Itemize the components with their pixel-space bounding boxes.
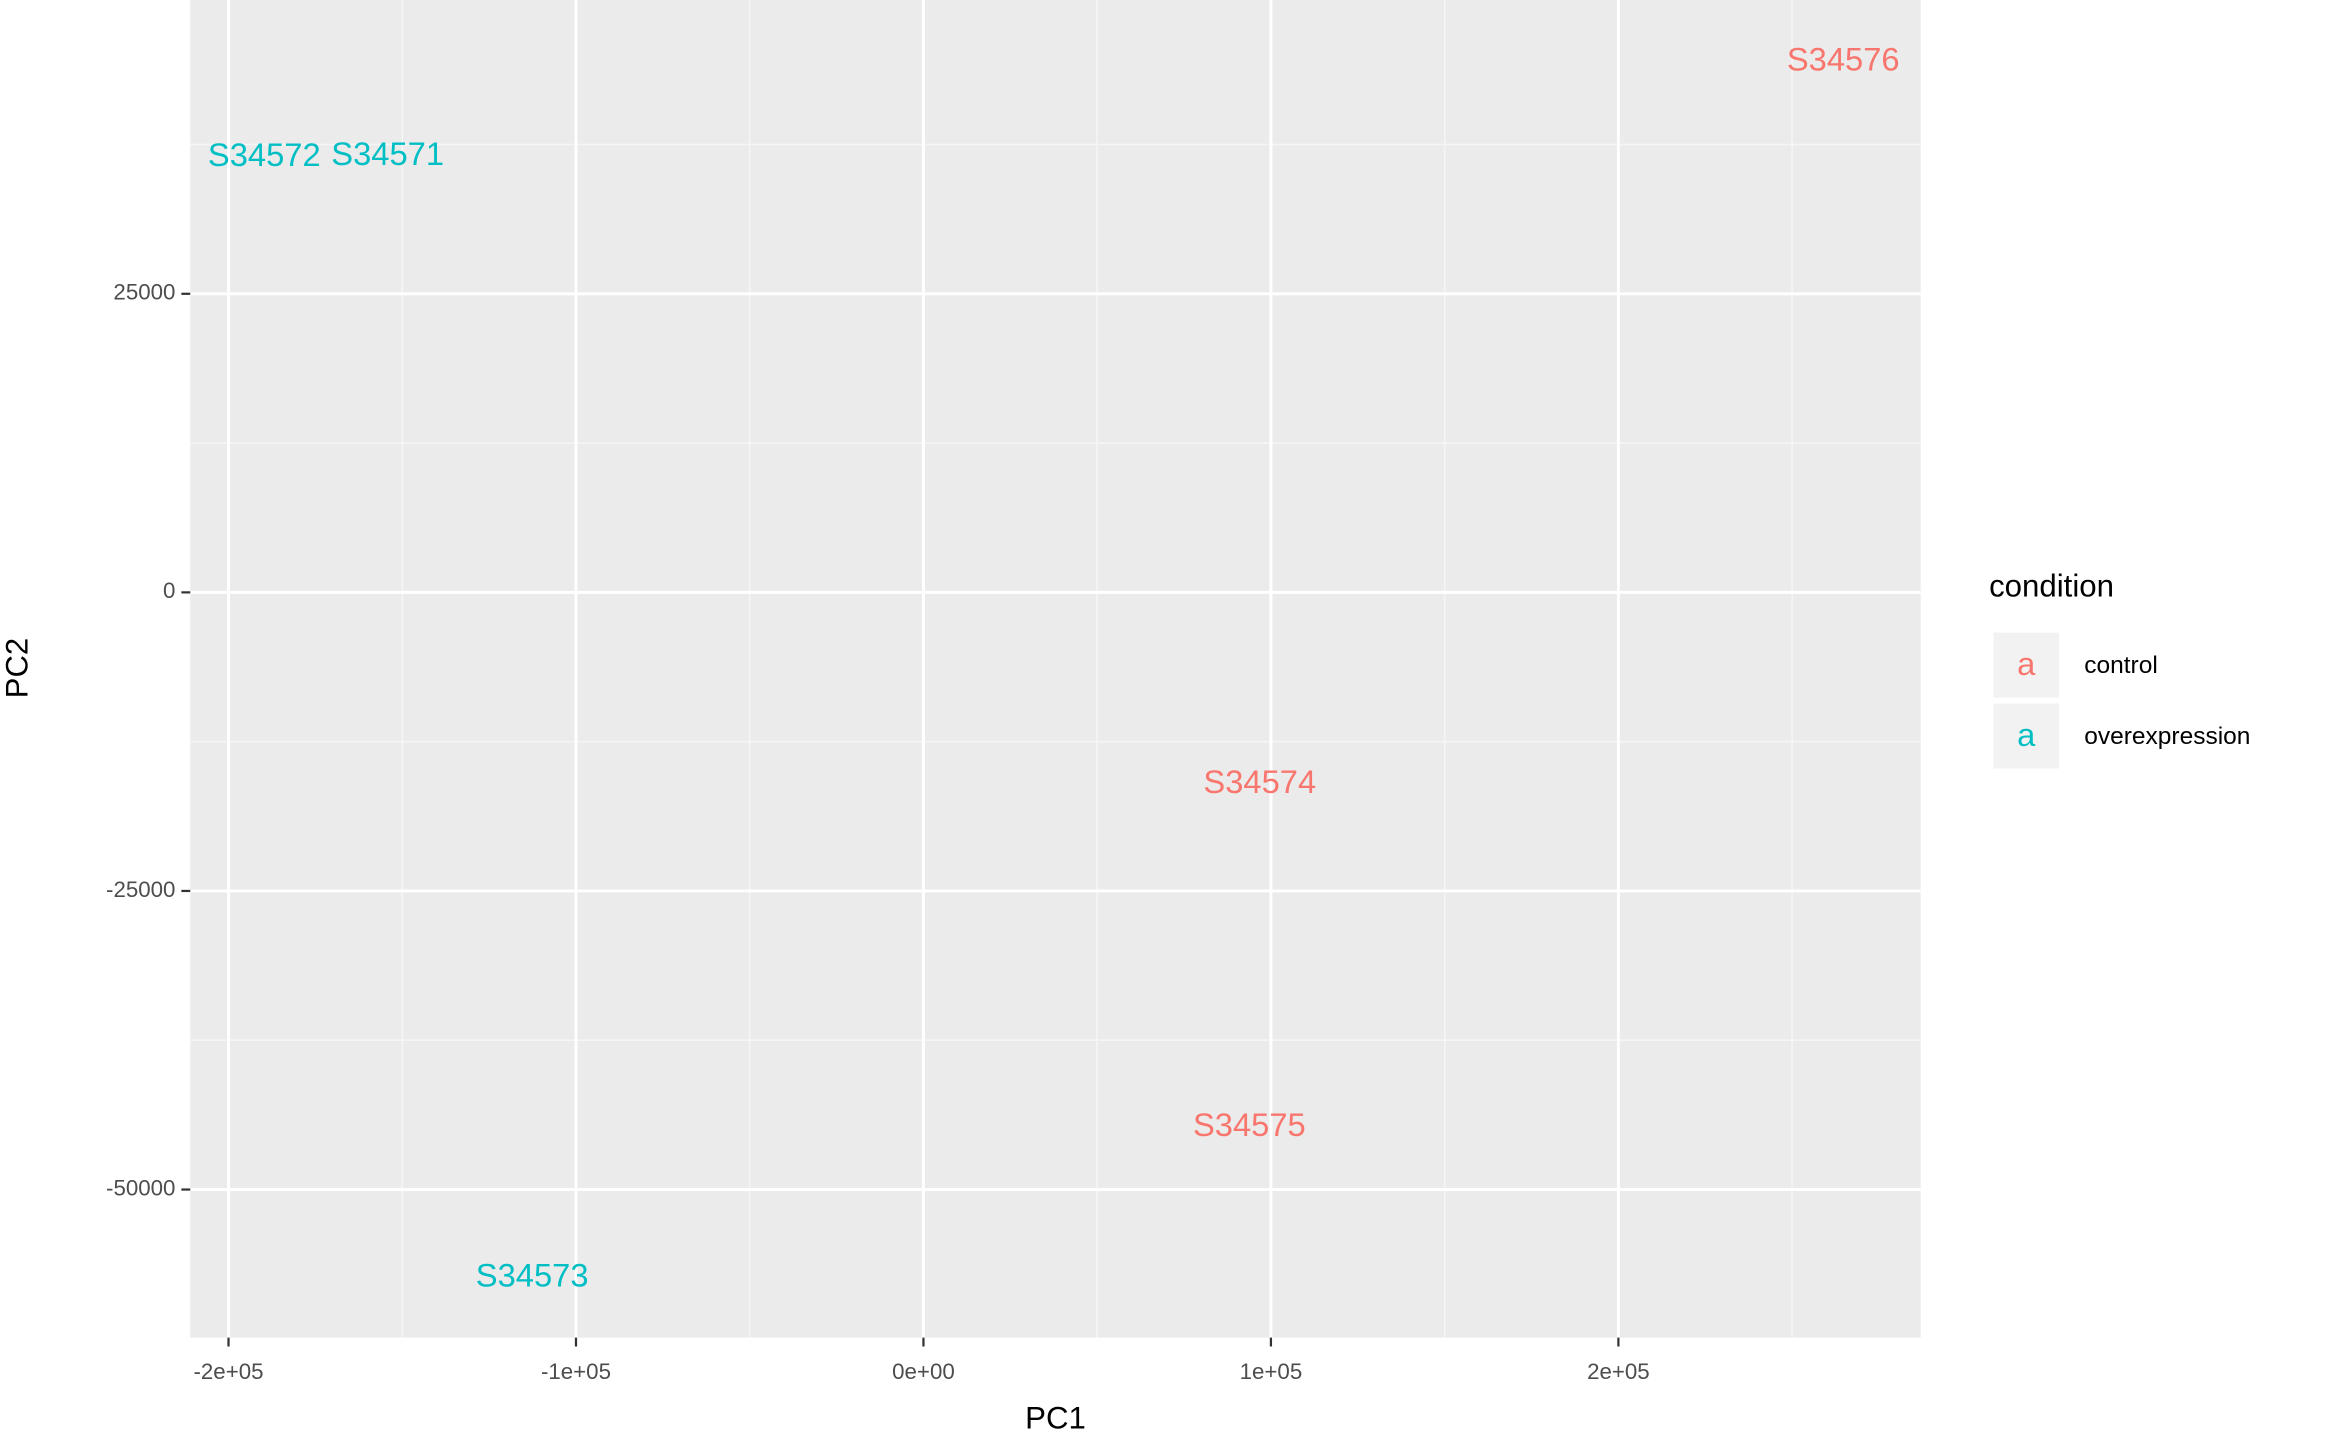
legend-key [1993, 632, 2059, 698]
x-axis-title: PC1 [1025, 1401, 1086, 1436]
legend-title: condition [1989, 569, 2114, 604]
plot-panel [190, 0, 1921, 1338]
point-label: S34571 [331, 135, 444, 172]
major-grid [190, 0, 1921, 1338]
legend-key-glyph: a [2017, 645, 2036, 682]
y-tick-label: -50000 [106, 1175, 175, 1200]
x-tick-label: 2e+05 [1587, 1359, 1650, 1384]
legend-label: control [2084, 652, 2158, 679]
legend-label: overexpression [2084, 723, 2250, 750]
point-label: S34575 [1193, 1106, 1306, 1143]
legend: a control a overexpression [1993, 632, 2250, 769]
point-label: S34573 [476, 1257, 589, 1294]
minor-grid [190, 0, 1921, 1338]
x-tick-label: 1e+05 [1240, 1359, 1303, 1384]
legend-key [1993, 703, 2059, 769]
x-tick-label: 0e+00 [892, 1359, 955, 1384]
y-tick-label: 25000 [113, 280, 175, 305]
point-label: S34576 [1787, 41, 1900, 78]
x-tick-label: -2e+05 [194, 1359, 264, 1384]
point-label: S34572 [208, 136, 321, 173]
y-tick-label: 0 [163, 578, 175, 603]
y-axis-title: PC2 [0, 638, 35, 698]
y-tick-label: -25000 [106, 877, 175, 902]
x-tick-label: -1e+05 [541, 1359, 611, 1384]
point-label: S34574 [1203, 763, 1316, 800]
legend-key-glyph: a [2017, 716, 2036, 753]
